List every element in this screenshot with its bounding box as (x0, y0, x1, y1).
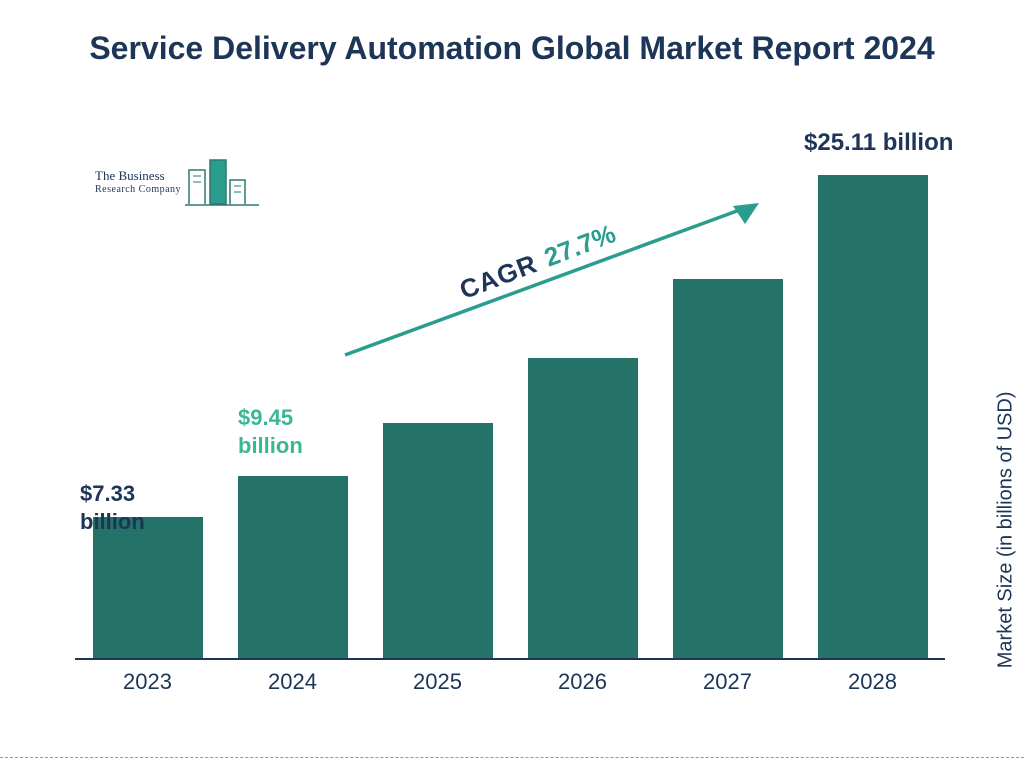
x-axis-labels: 2023 2024 2025 2026 2027 2028 (75, 664, 945, 700)
bars-container (75, 148, 945, 658)
x-tick-label: 2028 (813, 669, 933, 695)
x-tick-label: 2024 (233, 669, 353, 695)
bar-wrap (378, 423, 498, 658)
y-axis-label: Market Size (in billions of USD) (995, 392, 1018, 669)
bar (673, 279, 783, 658)
data-label: $9.45billion (238, 404, 303, 459)
x-tick-label: 2023 (88, 669, 208, 695)
x-tick-label: 2026 (523, 669, 643, 695)
chart-area: 2023 2024 2025 2026 2027 2028 (75, 145, 945, 700)
bar-wrap (88, 517, 208, 658)
data-label: $7.33billion (80, 480, 145, 535)
bar-wrap (233, 476, 353, 658)
bar (528, 358, 638, 658)
bar-wrap (813, 175, 933, 658)
x-axis-line (75, 658, 945, 660)
bar-wrap (668, 279, 788, 658)
bar (818, 175, 928, 658)
data-label: $25.11 billion (804, 128, 953, 158)
bar-wrap (523, 358, 643, 658)
bar (383, 423, 493, 658)
bar (93, 517, 203, 658)
x-tick-label: 2025 (378, 669, 498, 695)
bar (238, 476, 348, 658)
chart-title: Service Delivery Automation Global Marke… (0, 28, 1024, 70)
bottom-divider (0, 757, 1024, 758)
x-tick-label: 2027 (668, 669, 788, 695)
